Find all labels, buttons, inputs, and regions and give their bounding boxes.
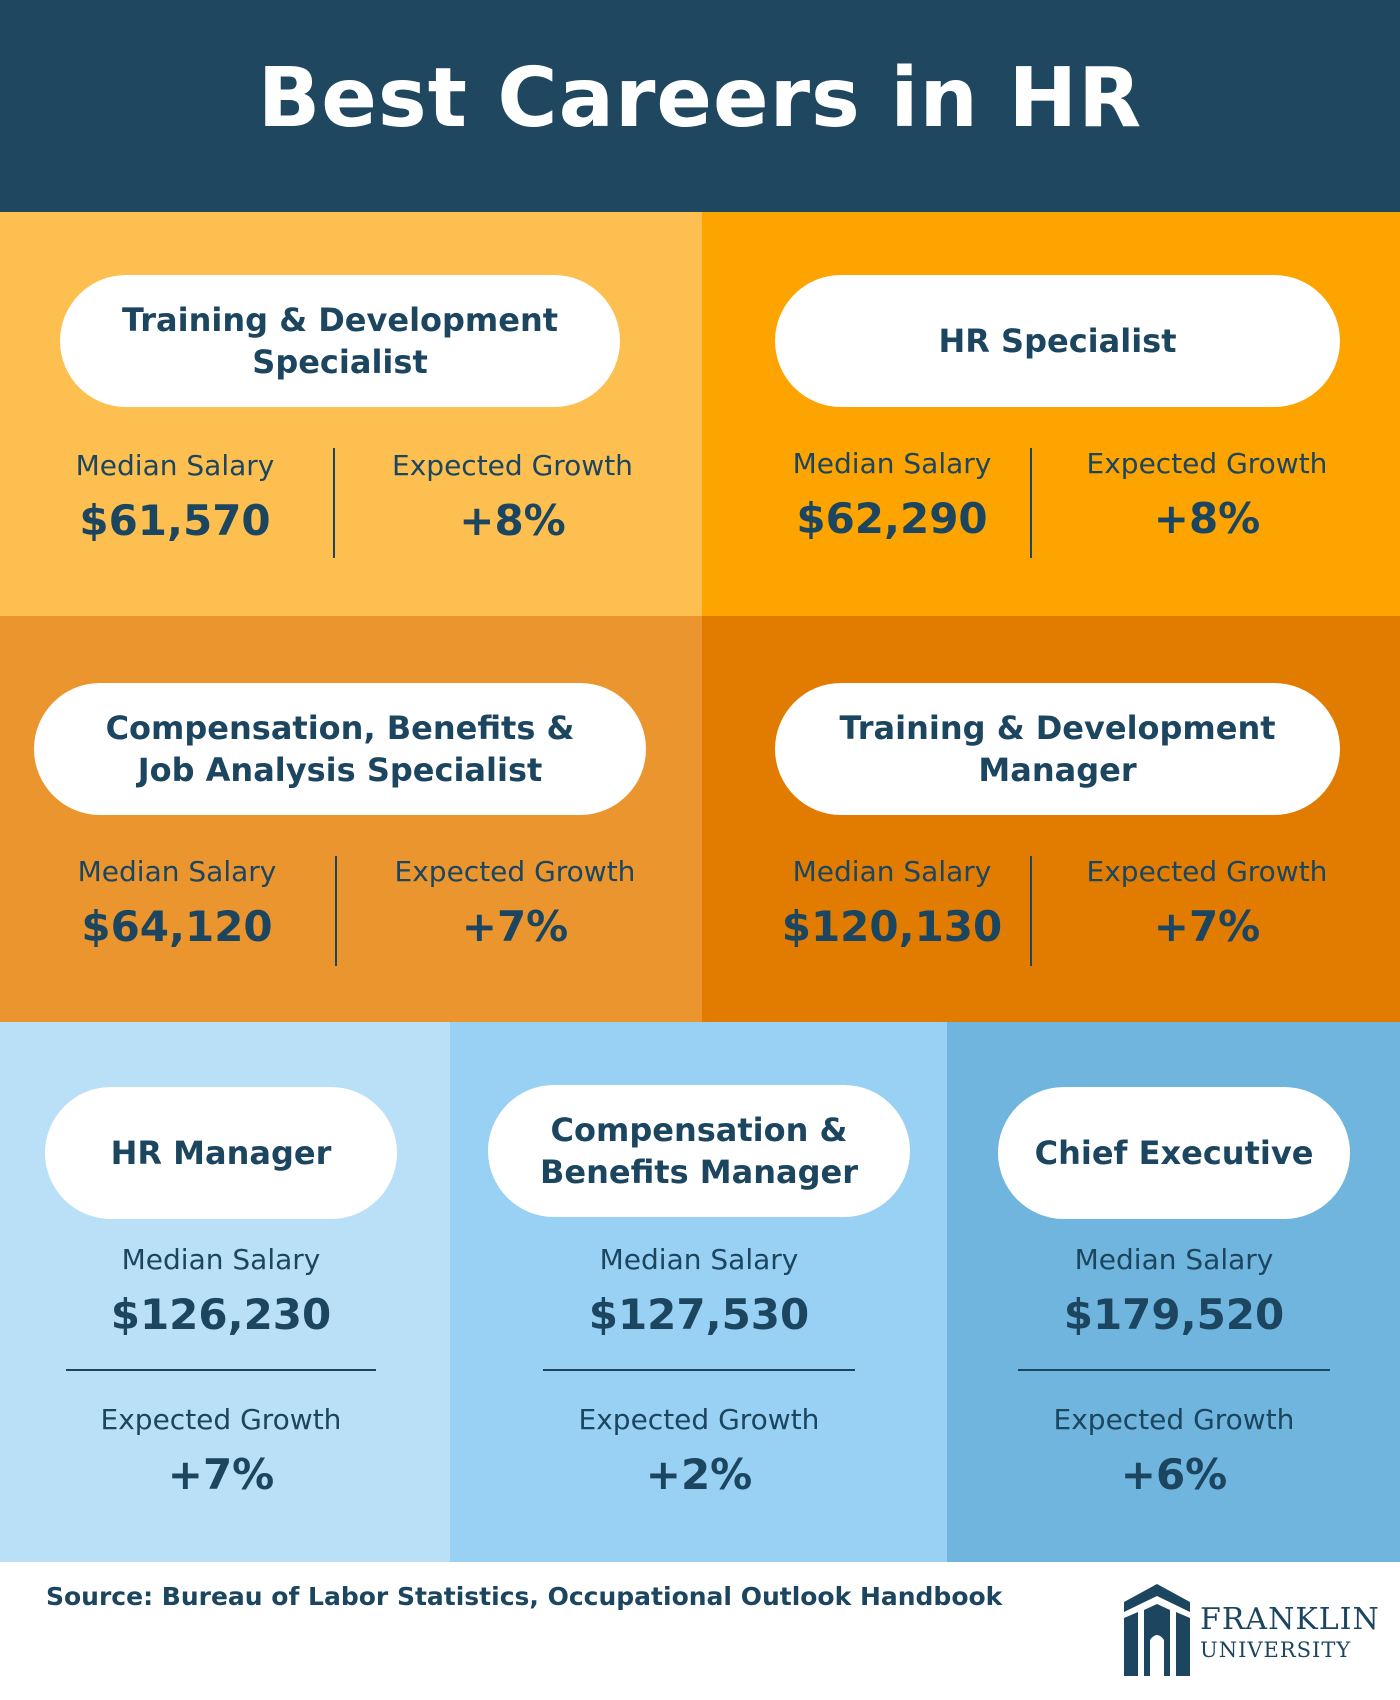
median-salary-stat: Median Salary $127,530 <box>518 1242 880 1344</box>
median-salary-stat: Median Salary $62,290 <box>757 446 1027 548</box>
stat-divider <box>543 1369 855 1371</box>
career-title: HR Specialist <box>938 322 1177 360</box>
expected-growth-value: +7% <box>1153 902 1261 951</box>
expected-growth-stat: Expected Growth +8% <box>370 448 655 550</box>
median-salary-value: $126,230 <box>110 1290 332 1339</box>
career-panel-chief-executive: Chief Executive Median Salary $179,520 E… <box>947 1022 1400 1562</box>
stat-divider <box>1030 448 1032 558</box>
header-banner: Best Careers in HR <box>0 0 1400 212</box>
expected-growth-value: +6% <box>1120 1450 1228 1499</box>
expected-growth-label: Expected Growth <box>1086 855 1328 888</box>
logo-line-2: UNIVERSITY <box>1200 1638 1352 1662</box>
expected-growth-label: Expected Growth <box>394 855 636 888</box>
median-salary-value: $64,120 <box>81 902 273 951</box>
franklin-emblem-icon <box>1124 1584 1190 1676</box>
expected-growth-value: +8% <box>459 496 566 545</box>
median-salary-label: Median Salary <box>1074 1243 1274 1276</box>
career-panel-training-development-specialist: Training & Development Specialist Median… <box>0 212 702 616</box>
median-salary-value: $120,130 <box>781 902 1003 951</box>
median-salary-label: Median Salary <box>75 449 275 482</box>
median-salary-value: $62,290 <box>796 494 988 543</box>
median-salary-label: Median Salary <box>77 855 277 888</box>
career-title: Compensation & Benefits Manager <box>540 1111 858 1191</box>
career-title-pill: Training & Development Manager <box>775 683 1340 815</box>
median-salary-value: $179,520 <box>1063 1290 1285 1339</box>
career-title: Training & Development Manager <box>839 709 1276 789</box>
career-panel-compensation-benefits-manager: Compensation & Benefits Manager Median S… <box>450 1022 947 1562</box>
stat-divider <box>66 1369 376 1371</box>
expected-growth-value: +2% <box>645 1450 753 1499</box>
career-title-pill: HR Manager <box>45 1087 397 1219</box>
expected-growth-label: Expected Growth <box>100 1403 342 1436</box>
expected-growth-value: +8% <box>1153 494 1261 543</box>
median-salary-label: Median Salary <box>792 447 992 480</box>
median-salary-stat: Median Salary $126,230 <box>40 1242 402 1344</box>
career-title-pill: Training & Development Specialist <box>60 275 620 407</box>
expected-growth-label: Expected Growth <box>392 449 633 482</box>
career-title-pill: Chief Executive <box>998 1087 1350 1219</box>
career-title: Chief Executive <box>1034 1134 1314 1172</box>
franklin-university-logo: FRANKLIN UNIVERSITY <box>1120 1580 1380 1680</box>
median-salary-stat: Median Salary $179,520 <box>993 1242 1355 1344</box>
expected-growth-label: Expected Growth <box>1053 1403 1295 1436</box>
median-salary-label: Median Salary <box>599 1243 799 1276</box>
career-title-pill: HR Specialist <box>775 275 1340 407</box>
career-title: HR Manager <box>110 1134 332 1172</box>
career-panel-hr-manager: HR Manager Median Salary $126,230 Expect… <box>0 1022 450 1562</box>
career-title: Training & Development Specialist <box>121 301 559 381</box>
stat-divider <box>335 856 337 966</box>
expected-growth-value: +7% <box>167 1450 275 1499</box>
median-salary-value: $61,570 <box>79 496 271 545</box>
expected-growth-stat: Expected Growth +6% <box>993 1402 1355 1504</box>
page-title: Best Careers in HR <box>257 50 1143 146</box>
expected-growth-label: Expected Growth <box>578 1403 820 1436</box>
stat-divider <box>1018 1369 1330 1371</box>
median-salary-value: $127,530 <box>588 1290 810 1339</box>
expected-growth-value: +7% <box>461 902 569 951</box>
expected-growth-stat: Expected Growth +7% <box>40 1402 402 1504</box>
expected-growth-stat: Expected Growth +7% <box>370 854 660 956</box>
median-salary-stat: Median Salary $120,130 <box>757 854 1027 956</box>
career-title-pill: Compensation & Benefits Manager <box>488 1085 910 1217</box>
expected-growth-stat: Expected Growth +8% <box>1062 446 1352 548</box>
expected-growth-label: Expected Growth <box>1086 447 1328 480</box>
career-title: Compensation, Benefits & Job Analysis Sp… <box>105 709 575 789</box>
source-citation: Source: Bureau of Labor Statistics, Occu… <box>46 1582 1003 1611</box>
career-panel-training-development-manager: Training & Development Manager Median Sa… <box>702 616 1400 1022</box>
median-salary-label: Median Salary <box>792 855 992 888</box>
median-salary-stat: Median Salary $61,570 <box>40 448 310 550</box>
career-panel-compensation-benefits-job-analysis-specialist: Compensation, Benefits & Job Analysis Sp… <box>0 616 702 1022</box>
logo-line-1: FRANKLIN <box>1200 1602 1380 1637</box>
stat-divider <box>1030 856 1032 966</box>
expected-growth-stat: Expected Growth +2% <box>518 1402 880 1504</box>
stat-divider <box>333 448 335 558</box>
median-salary-stat: Median Salary $64,120 <box>42 854 312 956</box>
career-panel-hr-specialist: HR Specialist Median Salary $62,290 Expe… <box>702 212 1400 616</box>
median-salary-label: Median Salary <box>121 1243 321 1276</box>
career-title-pill: Compensation, Benefits & Job Analysis Sp… <box>34 683 646 815</box>
expected-growth-stat: Expected Growth +7% <box>1062 854 1352 956</box>
